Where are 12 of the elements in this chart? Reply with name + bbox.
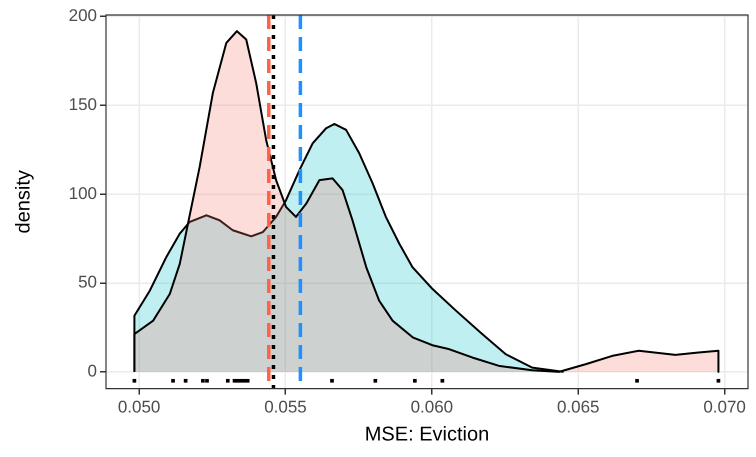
y-tick-label: 100 — [68, 184, 97, 203]
x-tick-label: 0.060 — [410, 397, 454, 416]
y-tick-label: 200 — [68, 6, 97, 26]
x-tick-label: 0.050 — [118, 397, 160, 416]
x-axis-title: MSE: Eviction — [364, 424, 490, 446]
x-tick-label: 0.065 — [556, 397, 600, 416]
y-tick-label: 150 — [68, 94, 97, 114]
x-tick-label: 0.055 — [264, 397, 307, 416]
y-axis-title: density — [12, 170, 35, 234]
y-tick-label: 0 — [88, 362, 97, 381]
y-tick-label: 50 — [78, 272, 97, 292]
x-tick-label: 0.070 — [703, 397, 746, 416]
